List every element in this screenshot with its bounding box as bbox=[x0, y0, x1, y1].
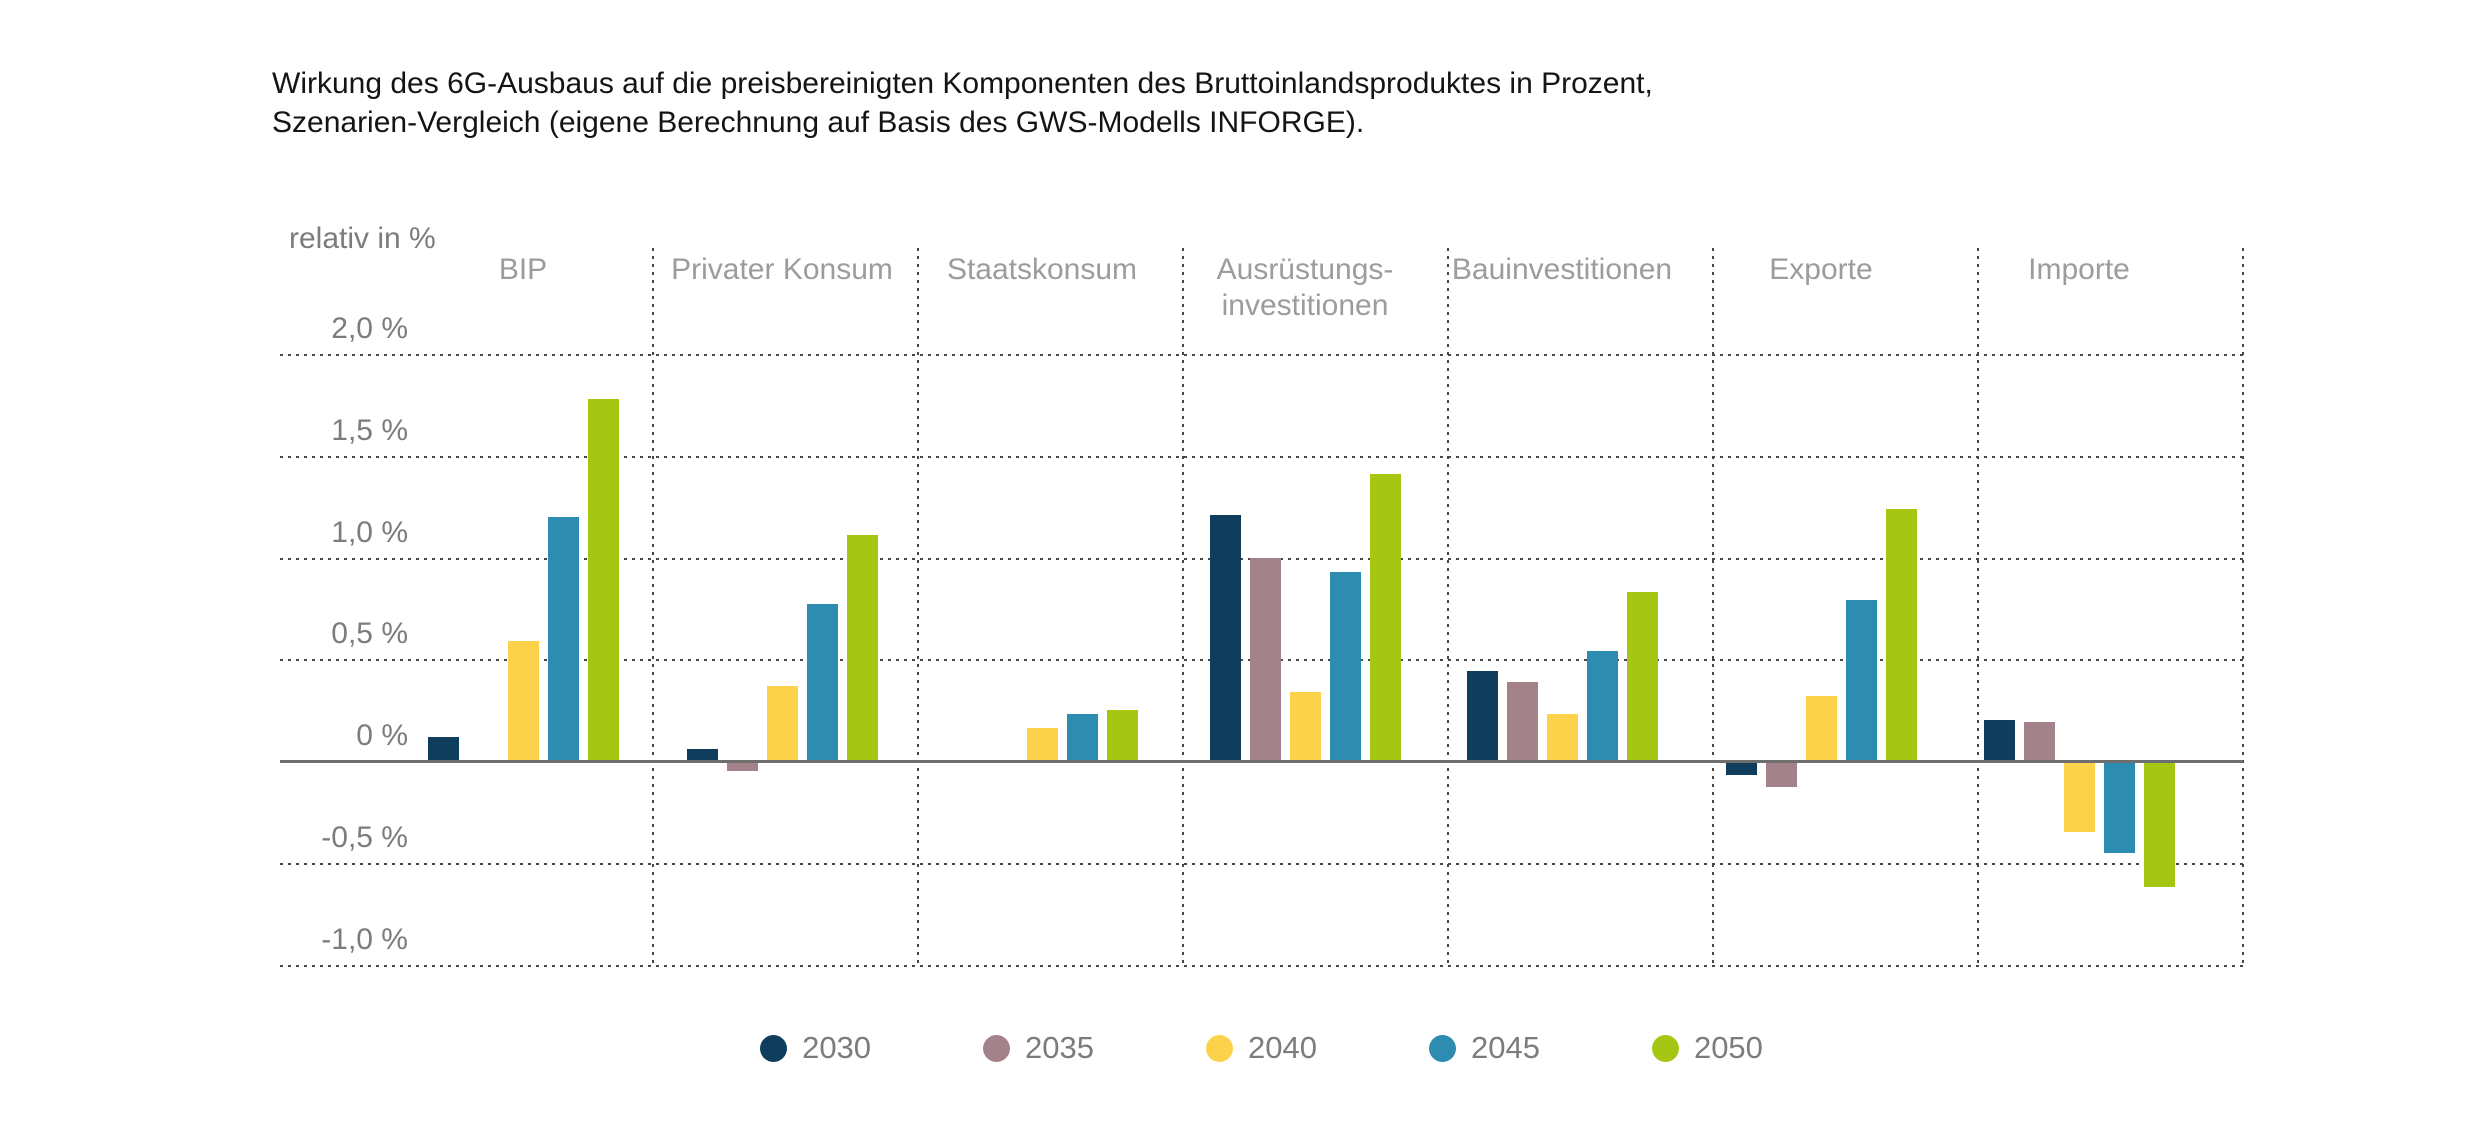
y-tick--1-0-: -1,0 % bbox=[321, 922, 408, 956]
category-label-ausr-stungsinvestitionen: Ausrüstungs-investitionen bbox=[1135, 252, 1475, 324]
bar-2045-staatskonsum bbox=[1066, 714, 1098, 761]
legend-label-2035: 2035 bbox=[1025, 1030, 1095, 1065]
bar-2035-ausr-stungsinvestitionen bbox=[1249, 557, 1281, 761]
bar-2045-ausr-stungsinvestitionen bbox=[1329, 571, 1361, 761]
legend-item-2040: 2040 bbox=[1206, 1030, 1317, 1066]
gridline-1-5- bbox=[280, 455, 2243, 458]
legend-marker-2045 bbox=[1428, 1034, 1456, 1062]
category-separator bbox=[1977, 248, 1979, 965]
bar-2050-privater-konsum bbox=[846, 535, 878, 761]
bar-2050-ausr-stungsinvestitionen bbox=[1369, 474, 1401, 761]
gridline--1-0- bbox=[280, 964, 2243, 967]
legend-item-2035: 2035 bbox=[983, 1030, 1094, 1066]
category-label-line: Privater Konsum bbox=[671, 253, 893, 286]
category-separator bbox=[1712, 248, 1714, 965]
category-label-line: Bauinvestitionen bbox=[1451, 253, 1673, 286]
y-tick-0-5-: 0,5 % bbox=[331, 617, 408, 651]
category-label-staatskonsum: Staatskonsum bbox=[872, 252, 1212, 288]
category-label-line: Staatskonsum bbox=[946, 253, 1138, 286]
legend-marker-2050 bbox=[1651, 1034, 1679, 1062]
category-label-line: Exporte bbox=[1769, 253, 1873, 286]
bar-2050-staatskonsum bbox=[1106, 710, 1138, 761]
y-axis-label: relativ in % bbox=[289, 222, 436, 255]
bar-2035-privater-konsum bbox=[726, 761, 758, 772]
bar-2045-bauinvestitionen bbox=[1586, 651, 1618, 761]
category-separator bbox=[652, 248, 654, 965]
gridline--0-5- bbox=[280, 862, 2243, 865]
category-label-exporte: Exporte bbox=[1651, 252, 1991, 288]
bar-2045-importe bbox=[2103, 761, 2135, 853]
bar-2040-importe bbox=[2063, 761, 2095, 833]
bar-2035-importe bbox=[2023, 722, 2055, 761]
legend-marker-2040 bbox=[1206, 1034, 1234, 1062]
y-tick-1-0-: 1,0 % bbox=[331, 515, 408, 549]
legend-label-2030: 2030 bbox=[802, 1030, 872, 1065]
category-separator bbox=[917, 248, 919, 965]
bar-2050-bip bbox=[587, 398, 619, 761]
category-label-line: Ausrüstungs- bbox=[1216, 253, 1394, 286]
category-separator bbox=[2242, 248, 2244, 965]
category-label-line: investitionen bbox=[1221, 289, 1389, 322]
bar-2040-staatskonsum bbox=[1026, 728, 1058, 761]
legend-label-2050: 2050 bbox=[1693, 1030, 1763, 1065]
y-tick-0-: 0 % bbox=[356, 719, 408, 752]
legend-item-2045: 2045 bbox=[1428, 1030, 1540, 1066]
category-separator bbox=[1182, 248, 1184, 965]
category-label-line: Importe bbox=[2028, 253, 2130, 286]
category-label-privater-konsum: Privater Konsum bbox=[612, 252, 952, 288]
category-label-importe: Importe bbox=[1909, 252, 2249, 288]
legend: 2030 2035 2040 2045 2050 bbox=[280, 1018, 2243, 1078]
y-tick-1-5-: 1,5 % bbox=[331, 413, 408, 447]
chart-title-line2: Szenarien-Vergleich (eigene Berechnung a… bbox=[272, 106, 1365, 139]
category-separator bbox=[1447, 248, 1449, 965]
gridline-2-0- bbox=[280, 354, 2243, 356]
legend-item-2050: 2050 bbox=[1651, 1030, 1763, 1066]
bar-2045-bip bbox=[547, 516, 579, 761]
bar-2050-bauinvestitionen bbox=[1626, 592, 1658, 761]
bar-2045-exporte bbox=[1845, 600, 1877, 761]
bar-2040-privater-konsum bbox=[766, 685, 798, 761]
bar-2040-bip bbox=[507, 640, 539, 761]
bar-2030-exporte bbox=[1725, 761, 1757, 776]
bar-2030-bip bbox=[427, 736, 459, 761]
zero-axis-line bbox=[280, 760, 2243, 763]
legend-label-2045: 2045 bbox=[1470, 1030, 1540, 1065]
bar-2050-importe bbox=[2143, 761, 2175, 888]
bar-2030-importe bbox=[1983, 720, 2015, 761]
bar-2030-privater-konsum bbox=[686, 748, 718, 761]
bar-2045-privater-konsum bbox=[806, 604, 838, 761]
y-tick-2-0-: 2,0 % bbox=[331, 312, 408, 345]
bar-2035-bauinvestitionen bbox=[1506, 681, 1538, 761]
legend-marker-2030 bbox=[760, 1034, 788, 1062]
y-tick--0-5-: -0,5 % bbox=[321, 820, 408, 854]
bar-2030-ausr-stungsinvestitionen bbox=[1209, 514, 1241, 761]
category-label-line: BIP bbox=[498, 253, 548, 286]
bar-2035-exporte bbox=[1765, 761, 1797, 788]
bar-2040-exporte bbox=[1805, 695, 1837, 761]
chart-title-line1: Wirkung des 6G-Ausbaus auf die preisbere… bbox=[272, 67, 1653, 100]
bar-2040-bauinvestitionen bbox=[1546, 714, 1578, 761]
legend-label-2040: 2040 bbox=[1248, 1030, 1317, 1065]
legend-marker-2035 bbox=[983, 1034, 1011, 1062]
chart-title: Wirkung des 6G-Ausbaus auf die preisbere… bbox=[272, 64, 1653, 142]
bar-2030-bauinvestitionen bbox=[1466, 671, 1498, 761]
legend-item-2030: 2030 bbox=[760, 1030, 871, 1066]
bar-2040-ausr-stungsinvestitionen bbox=[1289, 691, 1321, 761]
bar-2050-exporte bbox=[1885, 508, 1917, 761]
category-label-bauinvestitionen: Bauinvestitionen bbox=[1392, 252, 1732, 288]
category-label-bip: BIP bbox=[353, 252, 693, 288]
